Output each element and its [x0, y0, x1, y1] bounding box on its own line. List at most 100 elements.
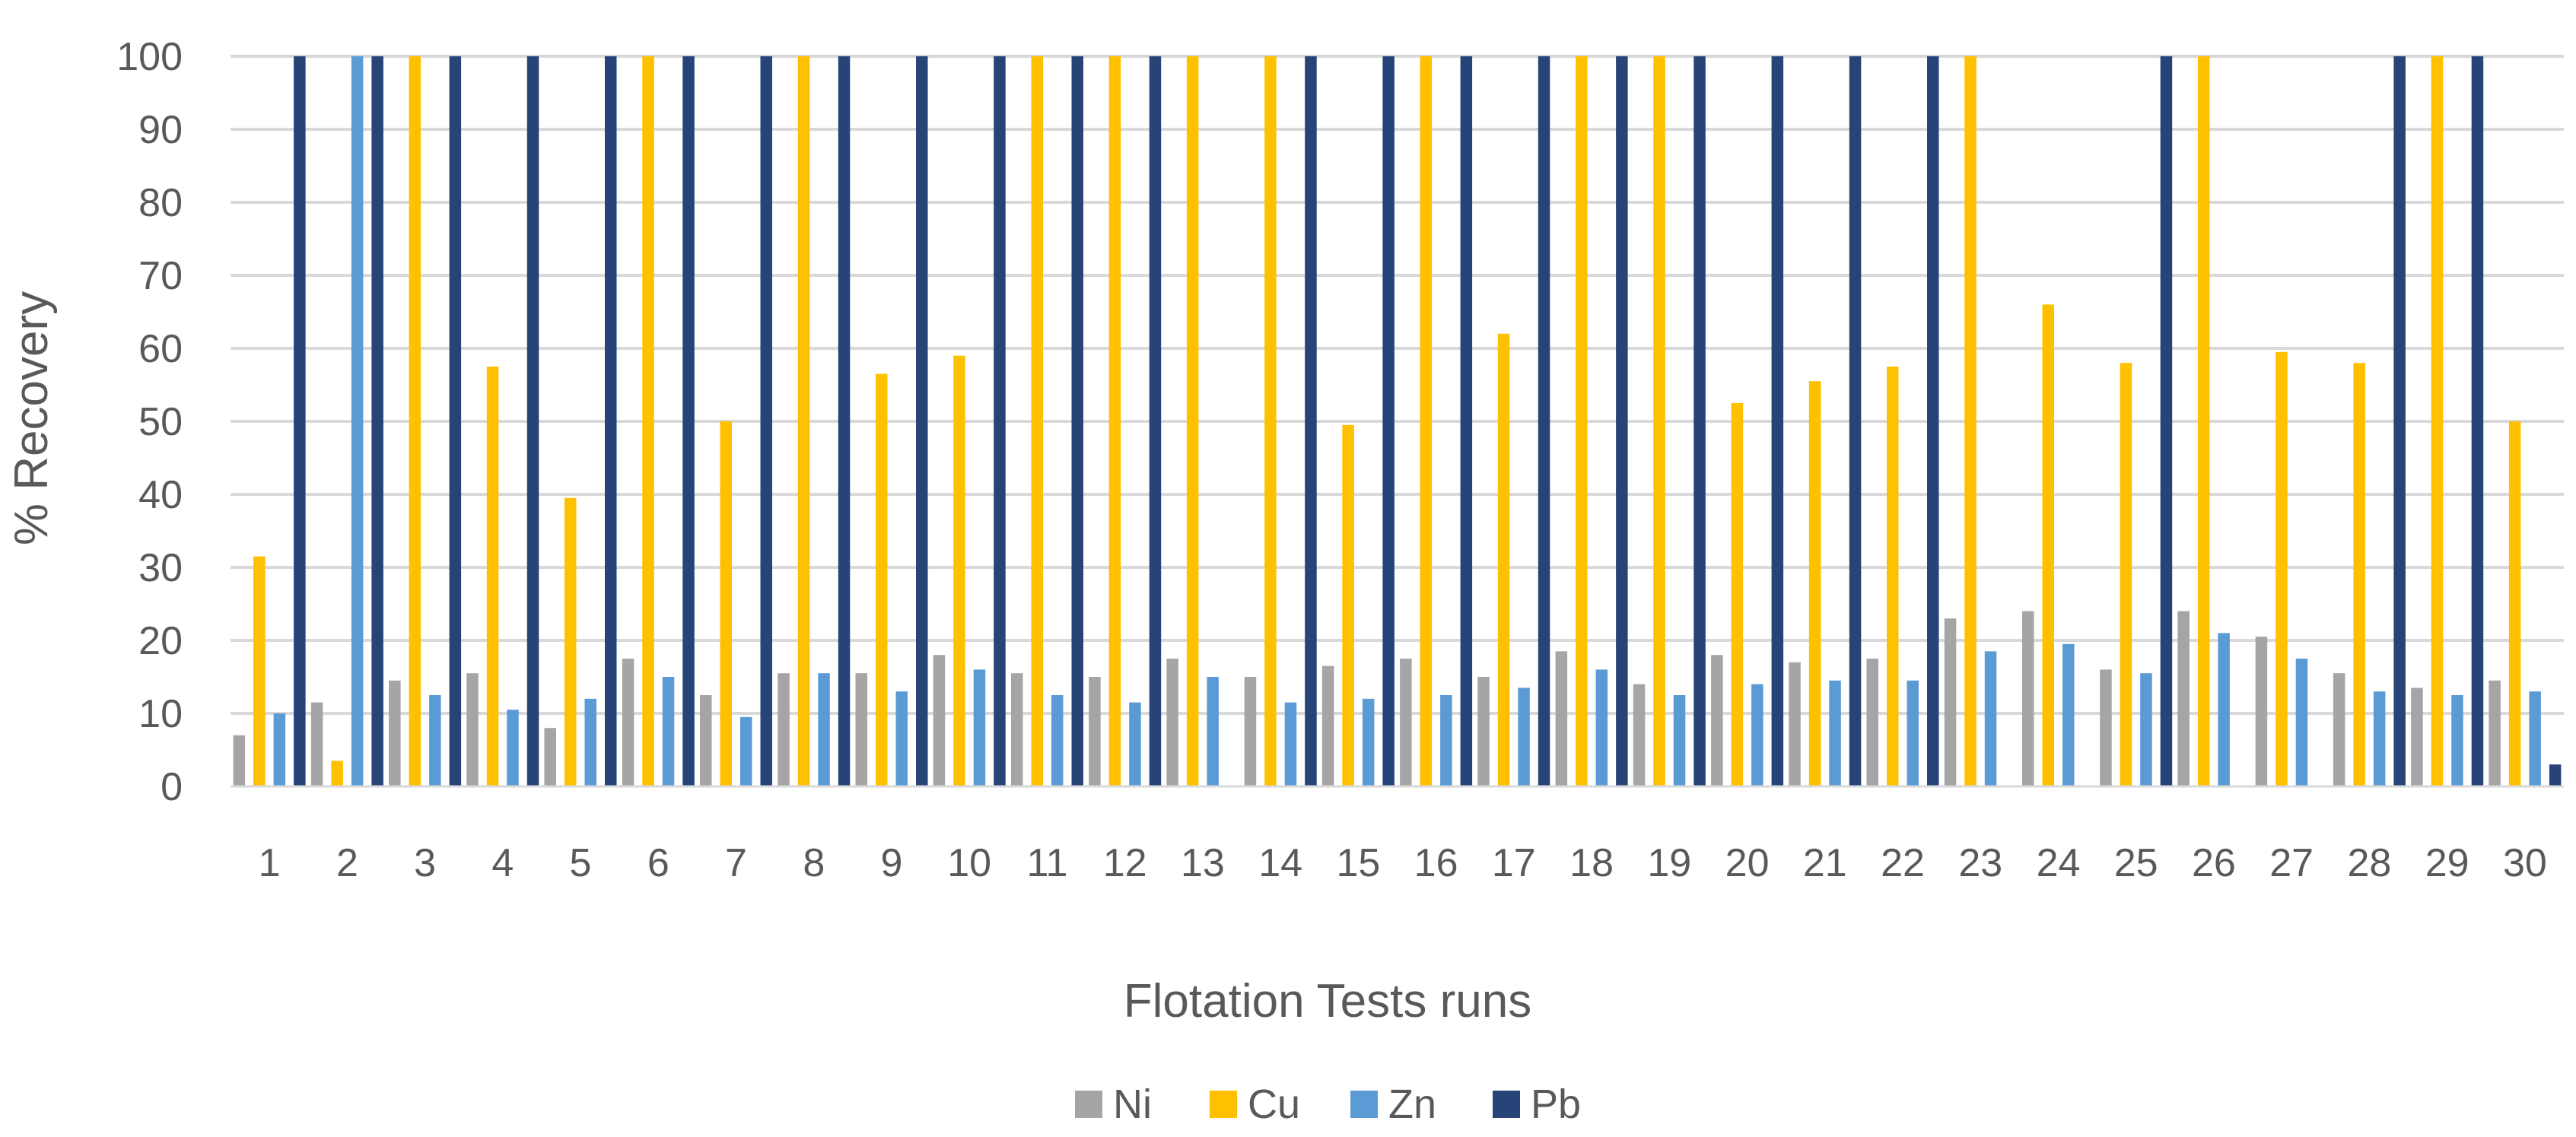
bar-cu-run-28 — [2353, 363, 2365, 786]
y-axis-title: % Recovery — [5, 291, 58, 545]
bar-cu-run-27 — [2275, 351, 2288, 786]
bar-pb-run-1 — [294, 56, 306, 786]
bar-zn-run-18 — [1595, 669, 1608, 786]
gridlines — [231, 55, 2564, 715]
y-tick-label: 40 — [138, 473, 183, 517]
y-tick-label: 90 — [138, 108, 183, 152]
bar-pb-run-20 — [1771, 56, 1784, 786]
bar-series — [233, 56, 2562, 787]
legend-swatch-zn — [1350, 1091, 1378, 1118]
bar-pb-run-11 — [1071, 56, 1083, 786]
bar-zn-run-25 — [2140, 673, 2152, 786]
bar-zn-run-17 — [1518, 688, 1530, 786]
legend-label-ni: Ni — [1113, 1081, 1152, 1127]
bar-ni-run-19 — [1633, 684, 1646, 786]
y-tick-label: 10 — [138, 692, 183, 736]
x-tick-label: 4 — [491, 841, 514, 885]
bar-ni-run-1 — [233, 735, 246, 786]
bar-cu-run-23 — [1964, 56, 1977, 786]
bar-zn-run-15 — [1362, 698, 1375, 786]
legend-swatch-pb — [1493, 1091, 1520, 1118]
bar-ni-run-22 — [1866, 659, 1878, 786]
bar-ni-run-6 — [622, 659, 634, 786]
bar-ni-run-18 — [1555, 651, 1568, 786]
bar-ni-run-12 — [1089, 677, 1101, 786]
bar-zn-run-29 — [2451, 695, 2463, 786]
bar-ni-run-26 — [2177, 611, 2190, 786]
bar-ni-run-23 — [1944, 618, 1957, 786]
bar-ni-run-30 — [2489, 680, 2501, 786]
bar-pb-run-17 — [1538, 56, 1550, 786]
x-tick-label: 18 — [1569, 841, 1614, 885]
bar-zn-run-24 — [2062, 643, 2075, 786]
x-tick-label: 24 — [2037, 841, 2081, 885]
x-tick-label: 9 — [881, 841, 903, 885]
bar-cu-run-9 — [876, 373, 888, 787]
y-tick-label: 100 — [116, 35, 183, 79]
x-tick-label: 2 — [336, 841, 358, 885]
bar-pb-run-9 — [916, 56, 928, 786]
bar-ni-run-15 — [1321, 665, 1334, 786]
bar-cu-run-11 — [1031, 56, 1043, 786]
bar-cu-run-5 — [564, 497, 577, 786]
x-tick-label: 28 — [2347, 841, 2391, 885]
bar-ni-run-27 — [2255, 637, 2268, 786]
bar-cu-run-29 — [2431, 56, 2444, 786]
bar-zn-run-10 — [973, 669, 986, 786]
x-tick-label: 27 — [2269, 841, 2314, 885]
bar-ni-run-24 — [2022, 611, 2034, 786]
bar-zn-run-23 — [1984, 651, 1997, 786]
bar-zn-run-1 — [273, 713, 286, 786]
y-tick-label: 20 — [138, 619, 183, 663]
bar-cu-run-2 — [331, 761, 343, 786]
bar-cu-run-21 — [1808, 381, 1821, 786]
bar-zn-run-2 — [351, 56, 364, 786]
x-tick-label: 23 — [1958, 841, 2002, 885]
bar-zn-run-6 — [662, 677, 675, 786]
bar-pb-run-3 — [449, 56, 462, 786]
legend-label-pb: Pb — [1531, 1081, 1581, 1127]
bar-cu-run-30 — [2508, 421, 2521, 786]
x-tick-label: 6 — [647, 841, 669, 885]
bar-ni-run-8 — [778, 673, 790, 786]
bar-ni-run-7 — [700, 695, 712, 786]
bar-zn-run-9 — [895, 691, 908, 786]
bar-zn-run-27 — [2295, 659, 2308, 786]
x-tick-label: 29 — [2425, 841, 2469, 885]
x-tick-label: 10 — [947, 841, 991, 885]
bar-cu-run-12 — [1108, 56, 1121, 786]
bar-pb-run-22 — [1927, 56, 1939, 786]
bar-pb-run-19 — [1693, 56, 1706, 786]
x-tick-label: 11 — [1027, 841, 1068, 885]
bar-pb-run-5 — [605, 56, 617, 786]
bar-pb-run-18 — [1616, 56, 1628, 786]
x-tick-label: 8 — [803, 841, 825, 885]
x-axis-title: Flotation Tests runs — [1124, 975, 1531, 1027]
x-tick-label: 30 — [2503, 841, 2547, 885]
x-tick-label: 5 — [570, 841, 592, 885]
y-tick-label: 80 — [138, 181, 183, 225]
bar-pb-run-28 — [2393, 56, 2406, 786]
bar-zn-run-5 — [584, 698, 596, 786]
x-tick-label: 1 — [259, 841, 281, 885]
legend-label-cu: Cu — [1248, 1081, 1300, 1127]
bar-zn-run-19 — [1673, 695, 1686, 786]
bar-cu-run-24 — [2042, 304, 2054, 786]
bar-zn-run-8 — [818, 673, 830, 786]
bar-cu-run-22 — [1887, 367, 1899, 786]
bar-zn-run-26 — [2218, 633, 2230, 786]
legend-label-zn: Zn — [1388, 1081, 1436, 1127]
bar-cu-run-14 — [1264, 56, 1277, 786]
bar-ni-run-2 — [310, 702, 323, 786]
bar-zn-run-11 — [1051, 695, 1064, 786]
bar-ni-run-9 — [855, 673, 867, 786]
bar-cu-run-16 — [1420, 56, 1433, 786]
bar-cu-run-3 — [409, 56, 421, 786]
bar-ni-run-3 — [389, 680, 401, 786]
bar-ni-run-29 — [2411, 688, 2423, 786]
bar-pb-run-21 — [1849, 56, 1862, 786]
bar-zn-run-22 — [1907, 680, 1919, 786]
bar-cu-run-15 — [1342, 424, 1354, 786]
bar-ni-run-4 — [466, 673, 479, 786]
bar-pb-run-4 — [526, 56, 539, 786]
